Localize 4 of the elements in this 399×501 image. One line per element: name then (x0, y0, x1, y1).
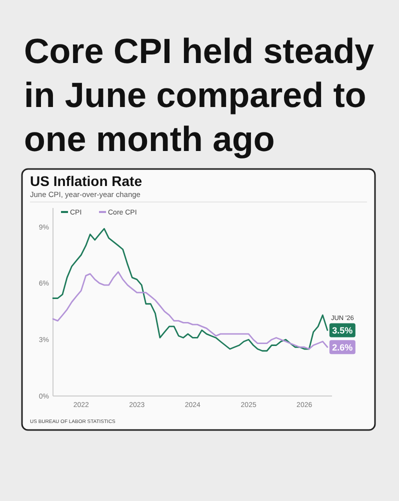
data-label: 2.6% (332, 342, 353, 353)
data-label: 3.5% (332, 326, 353, 336)
chart-subtitle: US Inflation Rate (30, 173, 142, 189)
chart-title: Core CPI held steady in June compared to one month ago (24, 32, 375, 159)
